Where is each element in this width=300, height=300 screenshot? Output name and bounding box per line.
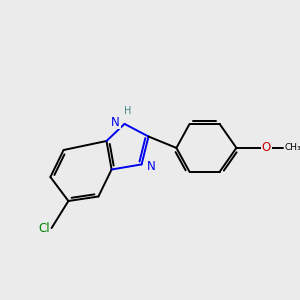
- Text: H: H: [124, 106, 131, 116]
- Text: N: N: [111, 116, 120, 129]
- Text: Cl: Cl: [38, 221, 50, 235]
- Text: O: O: [262, 141, 271, 154]
- Text: CH₃: CH₃: [284, 143, 300, 152]
- Text: N: N: [147, 160, 156, 173]
